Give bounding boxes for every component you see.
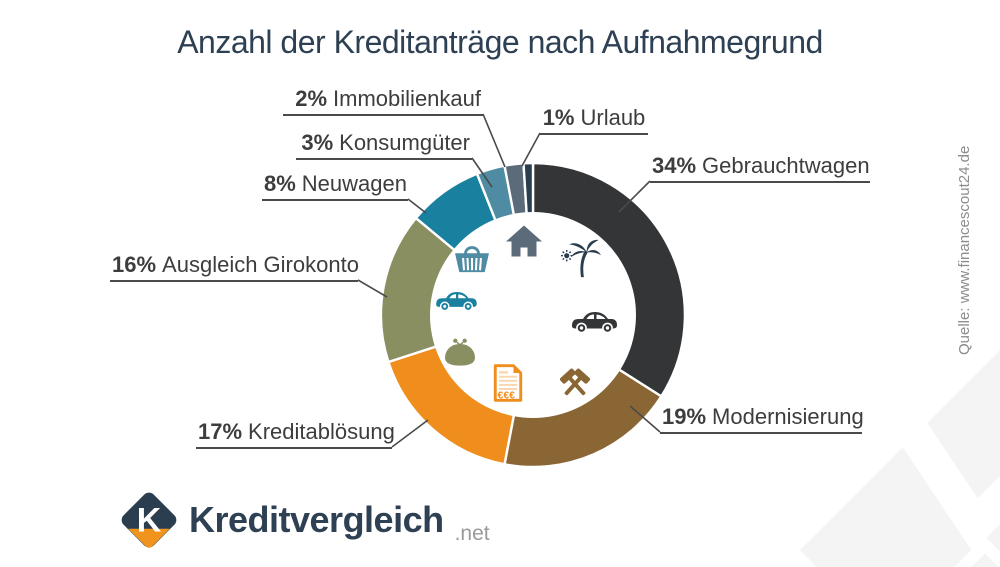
callout-label: Urlaub: [580, 105, 646, 130]
callout-label: Gebrauchtwagen: [702, 153, 870, 178]
callout-neuwagen: 8% Neuwagen: [262, 172, 408, 201]
watermark-diamonds: [800, 350, 1000, 567]
callout-leader-lines: [357, 113, 661, 448]
callout-konsumgueter: 3% Konsumgüter: [296, 131, 472, 160]
shopping-basket-icon: [453, 242, 491, 274]
brand-monogram: K: [137, 502, 162, 540]
callout-modernisierung: 19% Modernisierung: [660, 404, 864, 434]
callout-pct: 16%: [112, 252, 157, 277]
callout-pct: 17%: [198, 419, 243, 444]
callout-pct: 8%: [264, 171, 296, 196]
callout-ausgleich-girokonto: 16% Ausgleich Girokonto: [110, 252, 359, 282]
callout-label: Kreditablösung: [248, 419, 395, 444]
palm-tree-icon: [560, 239, 602, 279]
coin-purse-icon: [443, 338, 477, 367]
callout-label: Konsumgüter: [339, 130, 470, 155]
document-euro-text: €€€: [498, 390, 516, 401]
callout-kreditabloesung: 17% Kreditablösung: [196, 419, 395, 449]
page-title: Anzahl der Kreditanträge nach Aufnahmegr…: [177, 24, 823, 60]
used-car-icon: [569, 310, 619, 334]
house-icon: [506, 225, 542, 258]
brand-name: Kreditvergleich: [189, 499, 444, 540]
callout-pct: 3%: [301, 130, 334, 155]
callout-label: Neuwagen: [301, 171, 407, 196]
callout-gebrauchtwagen: 34% Gebrauchtwagen: [650, 154, 870, 183]
brand-tld: .net: [454, 522, 490, 545]
callout-label: Immobilienkauf: [333, 86, 481, 111]
callout-pct: 2%: [295, 86, 328, 111]
callout-pct: 19%: [662, 404, 707, 429]
callout-pct: 34%: [652, 153, 697, 178]
brand-logo: K Kreditvergleich .net: [118, 489, 490, 551]
callout-immobilienkauf: 2% Immobilienkauf: [283, 87, 483, 116]
source-credit: Quelle: www.financescout24.de: [956, 145, 973, 355]
credit-document-icon: €€€: [493, 363, 524, 403]
callout-urlaub: 1% Urlaub: [540, 106, 648, 135]
callout-label: Ausgleich Girokonto: [162, 252, 359, 277]
new-car-icon: [434, 290, 479, 312]
callout-pct: 1%: [542, 105, 575, 130]
crossed-hammers-icon: [556, 367, 594, 401]
brand-diamond-icon: K: [121, 492, 177, 548]
callout-label: Modernisierung: [712, 404, 864, 429]
